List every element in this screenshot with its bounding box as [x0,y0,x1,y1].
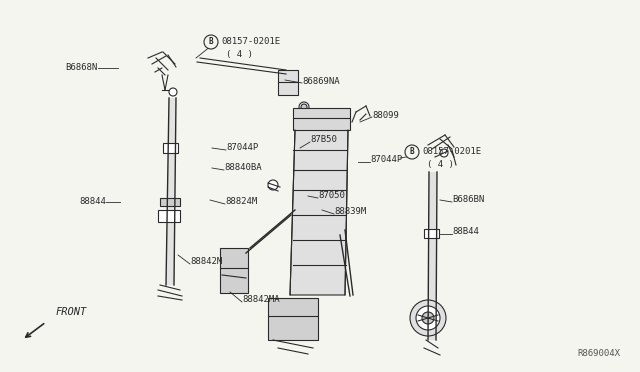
Bar [160,198,180,206]
Bar [424,229,439,238]
Circle shape [440,149,448,157]
Circle shape [268,180,278,190]
Circle shape [410,300,446,336]
Polygon shape [166,98,176,285]
Text: 88842MA: 88842MA [242,295,280,305]
Bar [220,248,248,293]
Text: 88842M: 88842M [190,257,222,266]
Text: 08157-0201E: 08157-0201E [221,38,280,46]
Circle shape [169,88,177,96]
Text: 88839M: 88839M [334,208,366,217]
Text: 88824M: 88824M [225,198,257,206]
Circle shape [204,35,218,49]
Text: B686BN: B686BN [452,196,484,205]
Bar [158,210,180,222]
Polygon shape [428,172,437,340]
Circle shape [301,104,307,110]
Circle shape [405,145,419,159]
Circle shape [422,312,434,324]
Text: 08157-0201E: 08157-0201E [422,148,481,157]
Text: ( 4 ): ( 4 ) [226,49,253,58]
Text: 87044P: 87044P [370,155,403,164]
Circle shape [416,306,440,330]
Text: 88B44: 88B44 [452,228,479,237]
Circle shape [299,102,309,112]
Bar [293,108,350,130]
Text: ( 4 ): ( 4 ) [427,160,454,170]
Text: 88840BA: 88840BA [224,164,262,173]
Text: FRONT: FRONT [56,307,87,317]
Text: 86869NA: 86869NA [302,77,340,87]
Text: R869004X: R869004X [577,349,620,358]
Polygon shape [246,210,295,253]
Text: 88844: 88844 [79,198,106,206]
Polygon shape [290,130,348,295]
Bar [163,143,178,153]
Bar [278,70,298,95]
Text: B6868N: B6868N [66,64,98,73]
Text: 87050: 87050 [318,192,345,201]
Text: 87B50: 87B50 [310,135,337,144]
Text: 88099: 88099 [372,110,399,119]
Bar [268,298,318,340]
Text: B: B [410,148,414,157]
Text: B: B [209,38,213,46]
Text: 87044P: 87044P [226,144,259,153]
